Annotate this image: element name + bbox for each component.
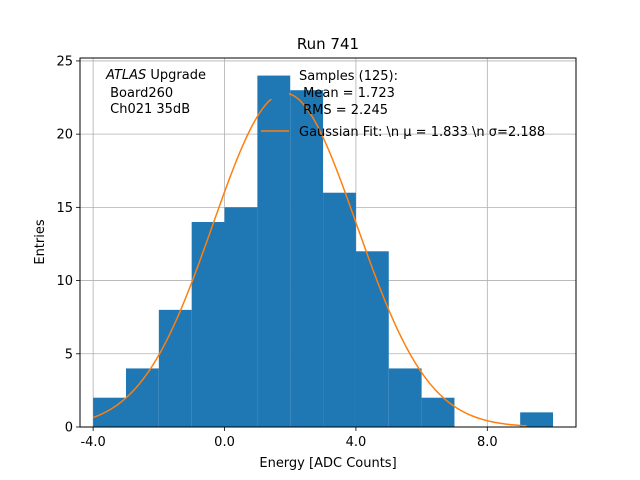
legend-hist-label-line-2: Mean = 1.723 (299, 86, 395, 101)
histogram-bar-1 (125, 368, 159, 427)
x-axis-ticks: -4.0 0.0 4.0 8.0 (80, 427, 498, 450)
annotation-line-3: Ch021 35dB (106, 102, 190, 117)
histogram-bar-6 (290, 90, 324, 427)
legend: Samples (125): Mean = 1.723 RMS = 2.245 … (261, 69, 545, 140)
chart-title: Run 741 (297, 35, 359, 53)
legend-hist-label-line-1: Samples (125): (299, 69, 398, 84)
histogram-bar-3 (191, 222, 225, 427)
histogram-bar-13 (520, 412, 554, 427)
legend-fit-label: Gaussian Fit: \n μ = 1.833 \n σ=2.188 (299, 125, 545, 140)
annotation-line-1: ATLAS Upgrade (105, 68, 206, 83)
histogram-bar-7 (323, 192, 356, 427)
y-tick-label-4: 20 (56, 128, 73, 143)
upgrade-label: Upgrade (146, 68, 206, 83)
plot-frame (79, 57, 577, 428)
x-tick-label-2: 4.0 (346, 435, 367, 450)
histogram-bar-5 (257, 75, 291, 428)
x-axis-label: Energy [ADC Counts] (259, 456, 396, 471)
y-tick-label-5: 25 (56, 54, 73, 69)
y-tick-label-2: 10 (56, 274, 73, 289)
y-tick-label-3: 15 (56, 201, 73, 216)
annotation-line-2: Board260 (106, 86, 173, 101)
y-tick-label-0: 0 (65, 421, 73, 436)
histogram-bar-8 (355, 251, 389, 427)
histogram-bar-9 (388, 368, 422, 427)
x-tick-label-3: 8.0 (477, 435, 498, 450)
y-tick-label-1: 5 (65, 347, 73, 362)
histogram-bars (93, 75, 554, 428)
legend-hist-label-line-3: RMS = 2.245 (299, 103, 388, 118)
atlas-label: ATLAS (105, 68, 146, 83)
histogram-bar-2 (158, 309, 192, 427)
x-tick-label-1: 0.0 (214, 435, 235, 450)
gaussian-fit-curve (92, 92, 527, 427)
y-axis-ticks: 0 5 10 15 20 25 (56, 54, 80, 436)
atlas-annotation: ATLAS Upgrade Board260 Ch021 35dB (105, 68, 206, 117)
y-axis-label: Entries (33, 219, 48, 265)
histogram-bar-4 (224, 207, 258, 427)
x-tick-label-0: -4.0 (80, 435, 105, 450)
legend-hist-swatch (261, 89, 289, 99)
